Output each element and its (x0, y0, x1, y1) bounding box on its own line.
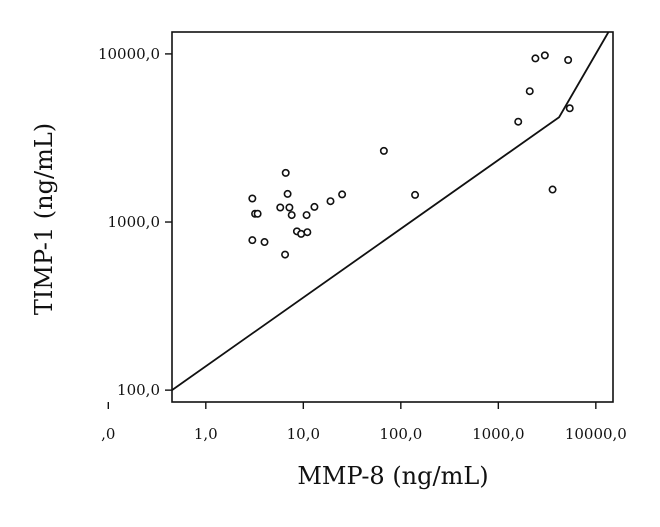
data-point (281, 250, 290, 259)
x-tick-label: 10000,0 (565, 425, 627, 443)
reference-line (171, 31, 610, 391)
x-tick-label: 10,0 (287, 425, 320, 443)
data-point (540, 51, 549, 60)
data-point (379, 146, 388, 155)
data-point (287, 211, 296, 220)
data-point (514, 117, 523, 126)
y-tick-label: 1000,0 (108, 213, 161, 231)
x-tick-label: ,0 (101, 425, 115, 443)
data-point (310, 202, 319, 211)
data-point (548, 185, 557, 194)
reference-line-layer (171, 31, 610, 391)
y-axis-title: TIMP-1 (ng/mL) (30, 123, 58, 315)
data-points (248, 51, 574, 259)
x-axis-title: MMP-8 (ng/mL) (297, 462, 488, 490)
x-axis: ,0 1,0 10,0 100,0 1000,0 10000,0 (101, 402, 627, 443)
data-point (297, 229, 306, 238)
data-point (525, 87, 534, 96)
data-point (253, 209, 262, 218)
data-point (564, 55, 573, 64)
data-point (531, 54, 540, 63)
data-point (303, 228, 312, 237)
data-point (276, 203, 285, 212)
data-point (411, 190, 420, 199)
data-point (338, 190, 347, 199)
plot-frame (171, 31, 614, 403)
data-point (248, 236, 257, 245)
x-tick-label: 1000,0 (472, 425, 525, 443)
y-axis: 100,0 1000,0 10000,0 (98, 45, 172, 399)
data-point (281, 168, 290, 177)
x-tick-label: 1,0 (194, 425, 218, 443)
data-point (285, 203, 294, 212)
data-point (283, 189, 292, 198)
data-point (248, 194, 257, 203)
data-point (302, 211, 311, 220)
data-point (326, 197, 335, 206)
y-tick-label: 10000,0 (98, 45, 160, 63)
plot-border (171, 31, 614, 403)
x-tick-label: 100,0 (379, 425, 422, 443)
y-tick-label: 100,0 (117, 381, 160, 399)
data-point (565, 104, 574, 113)
data-point (260, 238, 269, 247)
